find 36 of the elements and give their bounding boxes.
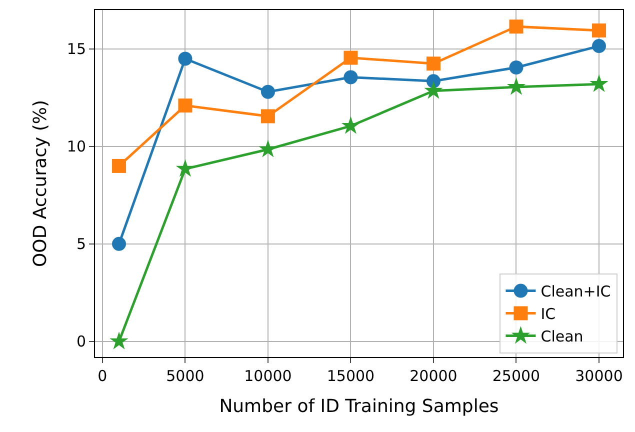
point [344, 70, 358, 84]
x-tick-label: 5000 [166, 367, 204, 385]
legend-label: Clean [540, 328, 584, 346]
point [341, 116, 360, 134]
x-tick-label: 15000 [326, 367, 375, 385]
y-tick-label: 0 [76, 332, 86, 351]
point [178, 98, 192, 113]
point [178, 52, 192, 66]
point [424, 81, 443, 99]
y-axis-title: OOD Accuracy (%) [30, 100, 52, 267]
y-tick-label: 15 [66, 40, 86, 58]
x-axis-title: Number of ID Training Samples [219, 396, 499, 418]
point [506, 77, 526, 95]
point [592, 23, 606, 38]
point [344, 50, 358, 65]
point [112, 158, 126, 173]
legend-label: IC [540, 305, 556, 324]
y-tick-label: 10 [66, 138, 86, 156]
point [426, 74, 440, 88]
x-tick-label: 30000 [575, 367, 623, 385]
x-tick-label: 10000 [244, 367, 292, 385]
point [509, 20, 524, 34]
point [260, 84, 275, 99]
legend-label: Clean+IC [540, 282, 611, 301]
point [176, 159, 195, 177]
point [590, 74, 608, 92]
x-tick-label: 0 [98, 367, 108, 385]
point [110, 332, 128, 350]
point [509, 60, 524, 75]
y-tick-label: 5 [76, 235, 86, 254]
point [426, 56, 440, 71]
point [260, 109, 275, 124]
point [592, 39, 606, 54]
x-tick-label: 20000 [410, 367, 458, 385]
point [112, 236, 126, 251]
x-tick-label: 25000 [492, 367, 540, 385]
